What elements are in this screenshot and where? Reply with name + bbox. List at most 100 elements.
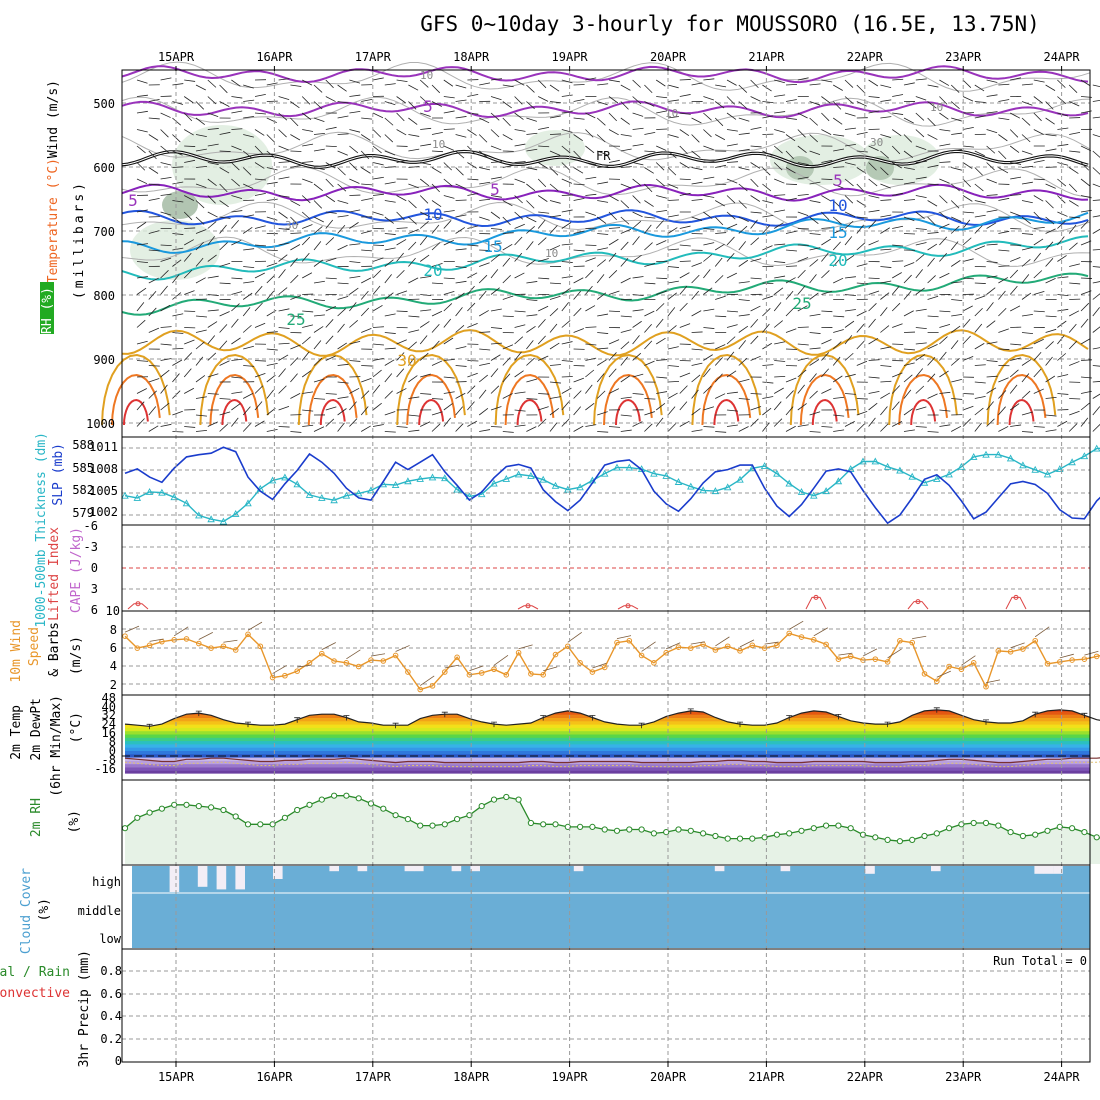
wind-barb (337, 167, 346, 176)
wind-barb (785, 134, 796, 142)
wind-barb (183, 368, 192, 378)
thickness-point (908, 472, 916, 480)
wind-barb (1069, 216, 1081, 219)
wind-barb (986, 111, 998, 114)
dewpt-line (124, 757, 1100, 764)
wind-barb (785, 183, 798, 185)
wind-barb (549, 150, 561, 156)
wind-barb (715, 232, 727, 234)
wind-barb (502, 257, 511, 267)
convective-contour (504, 373, 555, 426)
wind-barb (561, 222, 572, 229)
wind-barb (1092, 249, 1100, 251)
wind-speed-point (282, 672, 288, 679)
tick-slp-1002: 1002 (89, 505, 118, 519)
wind-barb (1092, 406, 1100, 416)
wind-barb (773, 320, 783, 328)
wind-barb (242, 406, 251, 416)
wind-barb (431, 282, 444, 285)
rh2m-point (392, 812, 399, 819)
wind-barb (266, 363, 278, 366)
wind-barb (396, 352, 405, 361)
wind-barb (596, 390, 606, 399)
tick-precip-0.8: 0.8 (100, 964, 122, 978)
wind-barb (172, 166, 184, 168)
wind-barb (632, 373, 644, 378)
thickness-point (871, 457, 880, 465)
wind-barb (585, 285, 593, 295)
wind-barb (644, 150, 656, 153)
cloud-high-clear-bar (931, 866, 941, 872)
wind-barb (325, 306, 336, 312)
wind-barb (231, 195, 243, 199)
wind-barb (302, 143, 314, 147)
wind-barb (573, 183, 585, 186)
wind-barb (219, 84, 228, 94)
wind-barb (667, 280, 679, 284)
wind-barb (844, 276, 856, 279)
wind-barb (868, 417, 876, 427)
wind-barb (254, 302, 263, 312)
wind-barb (337, 150, 348, 156)
wind-barb (183, 129, 194, 136)
convective-contour (494, 353, 565, 426)
wind-speed-point (1007, 649, 1014, 655)
wind-barb (313, 378, 325, 383)
wind-barb (833, 277, 844, 284)
wind-barb-10m (493, 655, 509, 666)
wind-barb (384, 200, 396, 203)
wind-barb (915, 129, 925, 138)
wind-barb (396, 239, 407, 246)
wind-barb (880, 167, 889, 176)
wind-barb (301, 351, 310, 361)
isotherm-label: 25 (286, 310, 305, 329)
wind-barb (962, 195, 973, 202)
wind-barb (384, 359, 395, 366)
wind-barb (1010, 343, 1022, 346)
wind-barb (880, 199, 892, 201)
wind-barb (278, 354, 289, 361)
wind-barb (514, 96, 523, 105)
wind-barb (184, 387, 195, 394)
wind-barb (667, 227, 678, 234)
wind-barb (797, 129, 806, 138)
temp-ticks: 48 40 32 24 16 8 0 -8 -16 (94, 691, 116, 776)
wind-barb (620, 241, 629, 251)
wind-barb (939, 236, 948, 246)
cloud-level-low: low (99, 932, 121, 946)
wind-barb (738, 148, 750, 152)
thickness-point (1019, 461, 1027, 469)
wind-barb-10m (887, 648, 902, 659)
wind-barb (998, 307, 1007, 317)
wind-barb (243, 248, 255, 251)
wind-barb (951, 398, 963, 400)
wind-barb (656, 376, 668, 379)
wind-barb (254, 285, 263, 295)
wind-barb (184, 79, 196, 82)
wind-barb (797, 424, 809, 427)
wind-barb (384, 411, 396, 416)
wind-barb (526, 357, 535, 366)
wind-barb (490, 254, 500, 262)
wind-speed-point (983, 683, 989, 690)
date-label-bottom: 20APR (650, 1070, 687, 1084)
wind-barb (644, 310, 655, 317)
wind-barb (372, 384, 381, 394)
wind-barb-10m (739, 639, 755, 648)
wind-barb (325, 418, 335, 427)
wind-barb (384, 313, 396, 317)
wind-speed-point (921, 671, 928, 677)
wind-barb (538, 277, 550, 280)
wind-barb (266, 262, 278, 267)
thickness-point (699, 486, 707, 494)
wind-barb (844, 393, 856, 395)
rh-ylabel-units: (%) (67, 810, 82, 833)
wind-barb (832, 101, 842, 110)
wind-barb (254, 244, 266, 247)
wind-barb (1080, 178, 1090, 187)
thickness-point (822, 487, 830, 495)
wind-barb (821, 227, 833, 229)
wind-barb (915, 242, 927, 246)
wind-barb (833, 148, 845, 152)
wind-barb-10m (1059, 653, 1074, 659)
